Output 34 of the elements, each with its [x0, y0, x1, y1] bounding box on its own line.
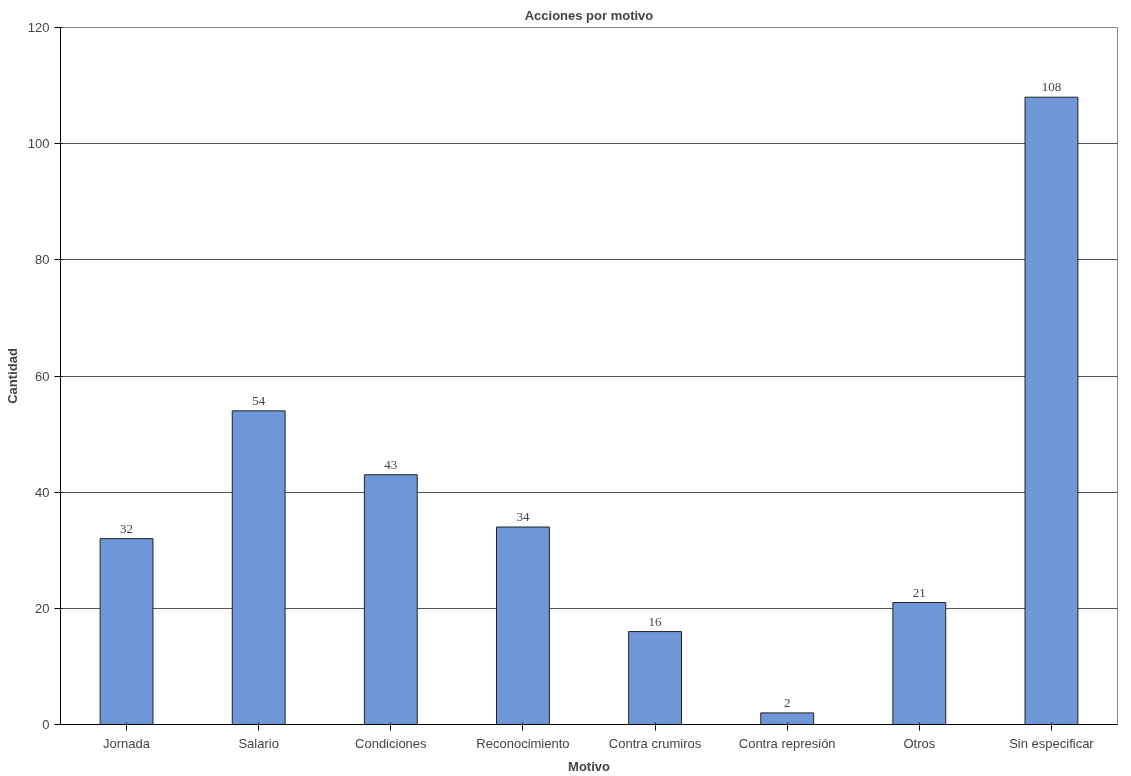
x-axis-title: Motivo: [568, 758, 610, 774]
bar: [231, 410, 286, 725]
data-label: 2: [783, 694, 791, 710]
bar: [1024, 96, 1079, 725]
x-tick-label: Contra represión: [738, 735, 836, 751]
y-tick-label: 0: [42, 717, 50, 732]
bar: [892, 602, 947, 725]
bar: [363, 474, 418, 725]
data-label: 16: [648, 613, 663, 629]
x-tick-label: Contra crumiros: [608, 735, 702, 751]
x-tick-label: Jornada: [103, 735, 151, 751]
x-tick-label: Salario: [238, 735, 279, 751]
data-label: 32: [120, 520, 134, 536]
bar: [760, 712, 815, 725]
x-tick-label: Sin especificar: [1009, 735, 1095, 751]
data-label: 108: [1041, 79, 1062, 95]
bar: [99, 538, 154, 725]
y-axis-title: Cantidad: [4, 348, 20, 404]
bar: [496, 526, 550, 725]
y-tick-label: 120: [27, 20, 50, 35]
x-tick-label: Condiciones: [355, 735, 428, 751]
data-label: 21: [912, 584, 926, 600]
y-tick-label: 40: [35, 484, 50, 500]
data-label: 54: [252, 392, 266, 408]
x-tick-label: Otros: [903, 735, 936, 751]
x-tick-label: Reconocimiento: [476, 735, 570, 751]
bar: [628, 631, 682, 725]
y-tick-label: 100: [27, 136, 50, 152]
y-tick-label: 20: [35, 600, 50, 616]
data-label: 43: [384, 456, 398, 472]
data-label: 34: [516, 509, 530, 525]
y-tick-label: 80: [35, 252, 50, 268]
chart-title: Acciones por motivo: [524, 7, 654, 23]
y-tick-label: 60: [35, 368, 50, 384]
